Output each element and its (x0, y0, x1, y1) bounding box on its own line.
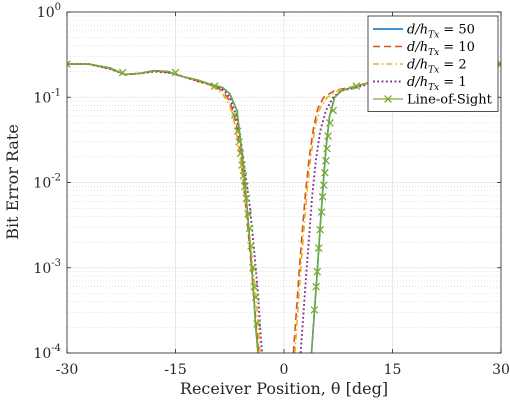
y-tick-label: 10-1 (33, 87, 61, 106)
data-point-marker (312, 282, 321, 291)
data-point-marker (171, 68, 180, 77)
legend-entry: d/hTx = 2 (373, 58, 467, 76)
x-tick-label: -15 (164, 362, 187, 378)
y-tick-label: 10-2 (33, 173, 61, 192)
data-point-marker (242, 194, 251, 203)
data-point-marker (247, 242, 255, 250)
legend-label: d/hTx = 10 (407, 40, 475, 58)
data-point-marker (236, 149, 245, 158)
data-point-marker (244, 209, 253, 218)
data-point-marker (321, 168, 329, 177)
legend-label: Line-of-Sight (407, 93, 493, 108)
y-tick-label: 10-3 (33, 258, 61, 277)
series-line (294, 63, 501, 353)
data-point-marker (230, 111, 239, 119)
data-point-marker (245, 224, 254, 233)
series-layer (67, 60, 501, 353)
data-point-marker (310, 306, 319, 314)
legend-label: d/hTx = 50 (407, 23, 475, 41)
y-tick-labels: 10-4 10-3 10-2 10-1 100 (33, 2, 61, 362)
x-tick-label: 0 (280, 362, 289, 378)
legend-entry: d/hTx = 10 (373, 40, 475, 58)
data-point-marker (253, 319, 262, 328)
data-point-marker (235, 137, 244, 146)
data-point-marker (249, 263, 257, 272)
data-point-marker (241, 182, 249, 191)
data-point-marker (326, 119, 334, 127)
data-point-marker (352, 82, 361, 90)
data-point-marker (322, 156, 330, 165)
data-point-marker (324, 132, 332, 140)
data-point-marker (233, 127, 242, 136)
data-point-marker (250, 282, 259, 291)
x-tick-label: -30 (56, 362, 79, 378)
data-point-marker (329, 106, 338, 115)
data-point-marker (238, 161, 246, 169)
data-point-marker (239, 171, 248, 180)
axis-ticks (66, 11, 502, 354)
legend-entry: d/hTx = 1 (373, 75, 467, 93)
x-tick-label: 30 (492, 362, 510, 378)
data-point-marker (316, 225, 325, 234)
data-point-marker (497, 60, 501, 68)
data-point-marker (323, 144, 331, 153)
x-tick-label: 15 (384, 362, 402, 378)
data-point-marker (67, 60, 71, 68)
data-point-marker (118, 68, 127, 77)
data-point-marker (313, 267, 322, 276)
series-4 (67, 60, 501, 353)
legend-label: d/hTx = 1 (407, 75, 467, 93)
data-point-marker (319, 181, 328, 190)
data-point-marker (317, 208, 326, 216)
legend-entry: d/hTx = 50 (373, 23, 475, 41)
legend-label: d/hTx = 2 (407, 58, 467, 76)
x-tick-labels: -30 -15 0 15 30 (56, 362, 510, 378)
data-point-marker (210, 82, 219, 90)
legend: d/hTx = 50d/hTx = 10d/hTx = 2d/hTx = 1Li… (367, 15, 499, 112)
x-axis-label: Receiver Position, θ [deg] (180, 379, 388, 398)
legend-entry: Line-of-Sight (373, 93, 493, 108)
data-point-marker (314, 244, 323, 252)
data-point-marker (318, 192, 327, 201)
y-tick-label: 10-4 (33, 343, 61, 362)
legend-marker (384, 95, 392, 103)
y-axis-label: Bit Error Rate (3, 124, 22, 240)
data-point-marker (251, 293, 260, 302)
y-tick-label: 100 (37, 2, 61, 21)
